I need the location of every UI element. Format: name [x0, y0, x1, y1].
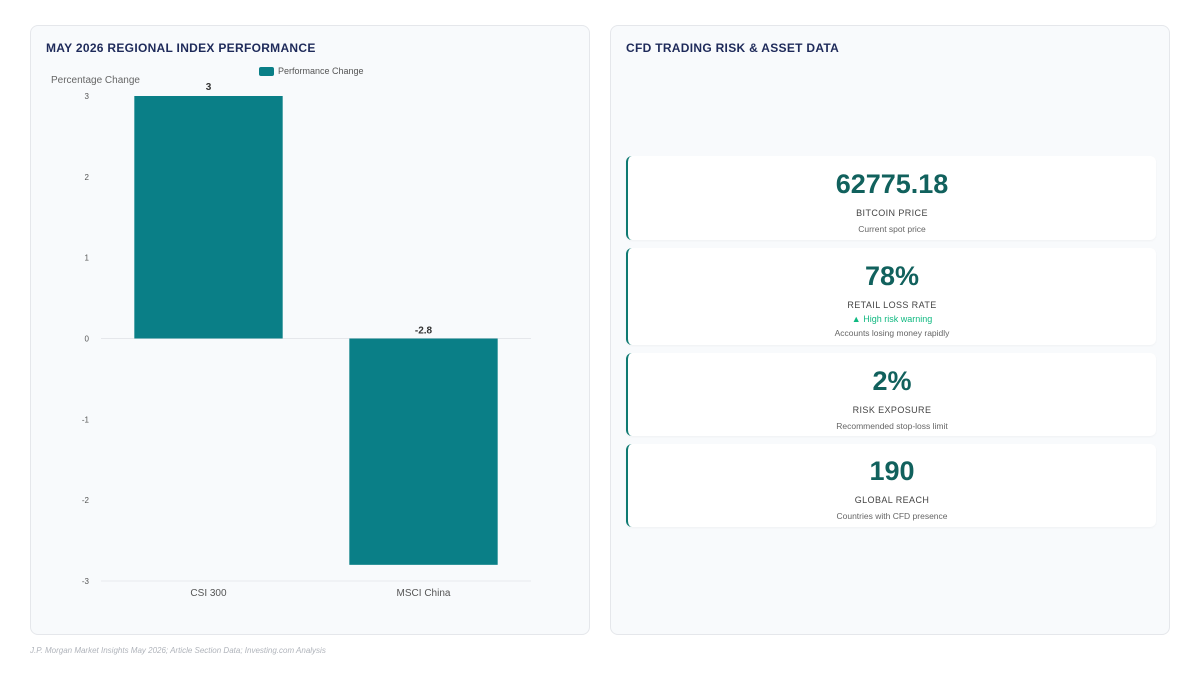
stat-value: 78%: [864, 261, 920, 291]
stat-value: 62775.18: [835, 169, 949, 199]
chart-title: MAY 2026 REGIONAL INDEX PERFORMANCE: [46, 41, 316, 55]
bar-chart: 3 2 1 0 -1 -2 -3 3 CSI 300 -2.8 MSCI China: [82, 82, 531, 599]
stat-label: RETAIL LOSS RATE: [847, 300, 937, 310]
chart-panel: MAY 2026 REGIONAL INDEX PERFORMANCE Perc…: [30, 25, 590, 635]
source-note: J.P. Morgan Market Insights May 2026; Ar…: [30, 646, 326, 655]
x-tick-label: MSCI China: [397, 588, 451, 599]
stat-card-global-reach: 190 GLOBAL REACH Countries with CFD pres…: [626, 444, 1156, 527]
y-tick-label: -2: [82, 496, 90, 505]
y-tick-label: 3: [85, 92, 90, 101]
stat-card-risk-exposure: 2% RISK EXPOSURE Recommended stop-loss l…: [626, 353, 1156, 436]
stat-desc: Accounts losing money rapidly: [834, 328, 950, 338]
y-tick-label: 2: [85, 173, 90, 182]
warning-badge: ▲ High risk warning: [851, 314, 933, 324]
y-tick-label: -3: [82, 577, 90, 586]
stat-label: RISK EXPOSURE: [852, 405, 932, 415]
legend-swatch: [259, 66, 274, 76]
stat-label: GLOBAL REACH: [854, 495, 930, 505]
y-tick-label: 1: [85, 254, 90, 263]
data-label: -2.8: [415, 326, 433, 337]
stat-value: 190: [869, 456, 915, 486]
stat-desc: Current spot price: [858, 224, 926, 234]
x-tick-label: CSI 300: [190, 588, 227, 599]
stat-desc: Recommended stop-loss limit: [836, 421, 948, 431]
bar-msci-china: [349, 338, 498, 565]
chart-legend[interactable]: Performance Change: [259, 66, 364, 76]
stat-label: BITCOIN PRICE: [856, 208, 928, 218]
risk-panel: CFD TRADING RISK & ASSET DATA 62775.18 B…: [610, 25, 1170, 635]
legend-label: Performance Change: [278, 66, 364, 76]
data-label: 3: [206, 82, 212, 93]
y-tick-label: -1: [82, 415, 90, 424]
y-tick-label: 0: [85, 335, 90, 344]
stat-card-bitcoin: 62775.18 BITCOIN PRICE Current spot pric…: [626, 156, 1156, 240]
stat-desc: Countries with CFD presence: [836, 511, 948, 521]
stat-cards: 62775.18 BITCOIN PRICE Current spot pric…: [626, 156, 1156, 535]
stat-card-retail-loss: 78% RETAIL LOSS RATE ▲ High risk warning…: [626, 248, 1156, 345]
bar-csi-300: [134, 96, 283, 339]
stat-value: 2%: [872, 366, 912, 396]
y-axis-label: Percentage Change: [51, 75, 140, 86]
risk-panel-title: CFD TRADING RISK & ASSET DATA: [626, 41, 840, 55]
